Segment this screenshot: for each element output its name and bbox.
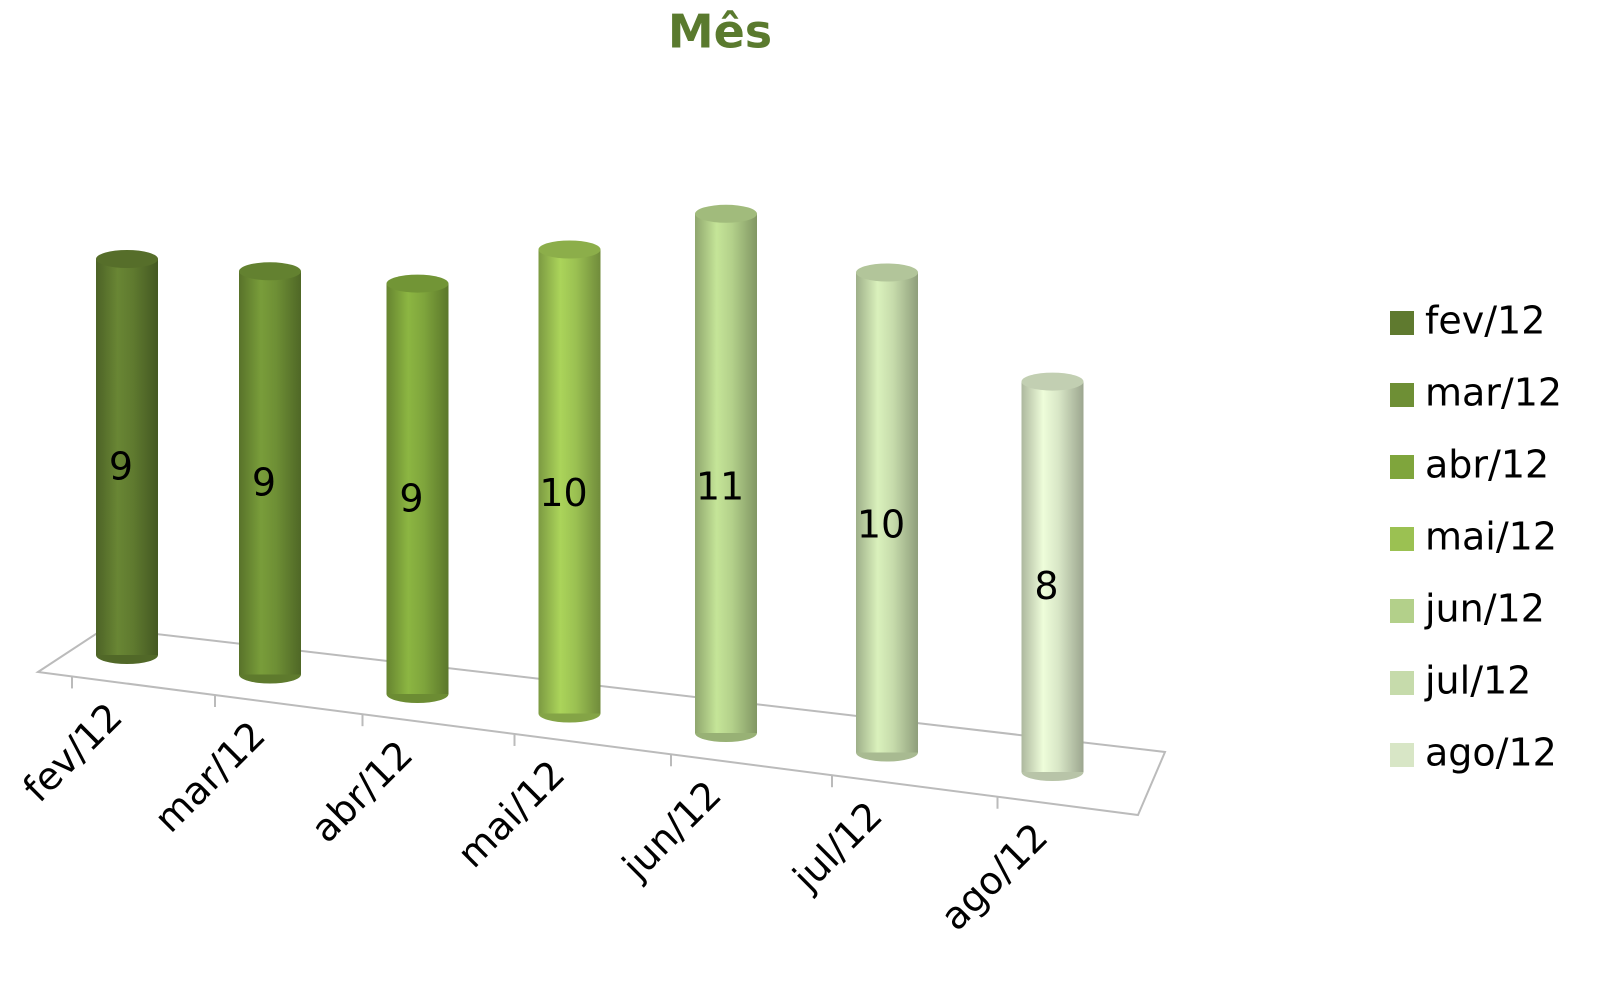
legend-label: ago/12 [1425, 731, 1557, 775]
x-tick-label: abr/12 [302, 732, 421, 851]
bar [1021, 381, 1084, 772]
legend-label: fev/12 [1425, 299, 1545, 343]
bar-top [856, 263, 918, 282]
legend-label: jun/12 [1424, 587, 1545, 631]
bar [538, 249, 601, 714]
x-tick-label: ago/12 [932, 815, 1056, 939]
bar [856, 272, 918, 753]
data-label: 9 [252, 460, 276, 504]
data-label: 10 [857, 502, 905, 546]
x-tick-label: fev/12 [15, 694, 131, 810]
legend-label: jul/12 [1424, 659, 1531, 703]
bar [695, 213, 757, 734]
bar-top [695, 204, 757, 223]
legend-swatch [1390, 671, 1414, 695]
x-tick-label: mar/12 [146, 713, 274, 841]
legend-swatch [1390, 743, 1414, 767]
bar-top [386, 274, 449, 293]
bar-top [96, 250, 158, 268]
legend-swatch [1390, 311, 1414, 335]
bar [386, 283, 449, 694]
data-label: 10 [539, 471, 587, 515]
x-tick-label: jul/12 [784, 793, 891, 900]
legend-label: abr/12 [1425, 443, 1549, 487]
bar-top [239, 262, 301, 281]
legend-swatch [1390, 383, 1414, 407]
bar-top [538, 240, 601, 259]
floor [35, 626, 1167, 817]
data-label: 9 [109, 444, 133, 488]
bar [96, 259, 158, 655]
data-label: 8 [1034, 564, 1058, 608]
legend-label: mar/12 [1425, 371, 1562, 415]
bar-top [1021, 372, 1084, 391]
bar [239, 271, 301, 675]
data-label: 11 [696, 464, 744, 508]
x-tick-label: mai/12 [449, 752, 573, 876]
x-tick-label: jun/12 [613, 772, 730, 889]
legend-swatch [1390, 599, 1414, 623]
data-label: 9 [399, 477, 423, 521]
legend-label: mai/12 [1425, 515, 1557, 559]
legend-swatch [1390, 527, 1414, 551]
legend-swatch [1390, 455, 1414, 479]
chart-title: Mês [668, 5, 772, 59]
